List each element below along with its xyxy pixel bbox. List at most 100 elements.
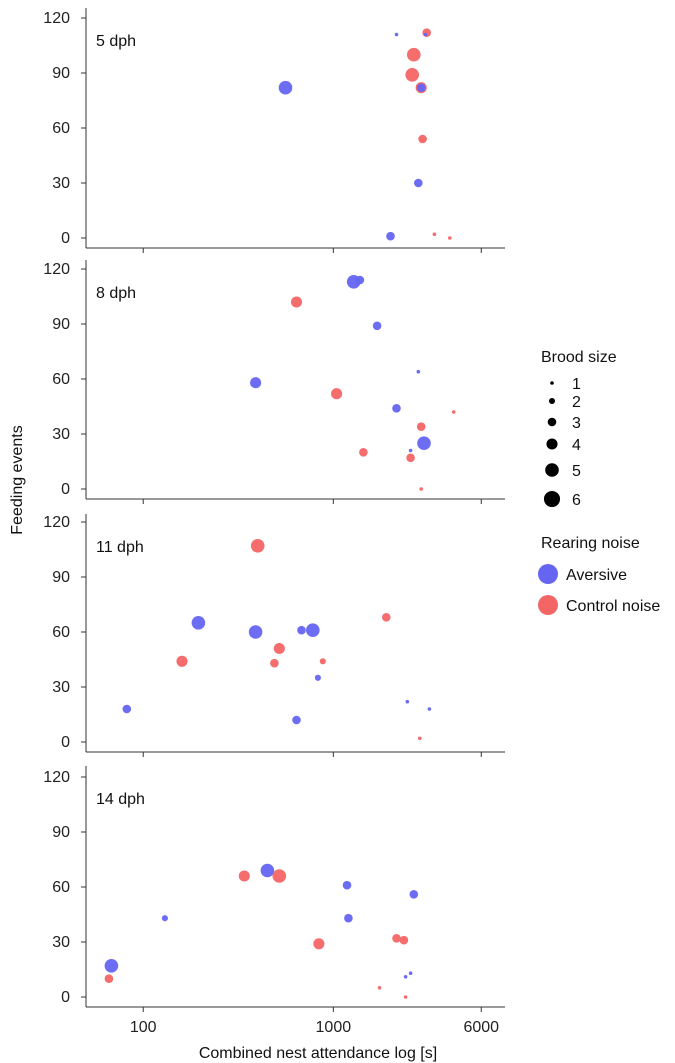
color-legend-dot: [538, 564, 558, 584]
data-point: [292, 715, 301, 725]
data-point: [416, 83, 426, 92]
size-legend-dot: [550, 381, 554, 385]
data-point: [392, 404, 401, 413]
data-point: [408, 448, 413, 453]
color-legend-items: Aversive Control noise: [538, 564, 660, 615]
y-tick-label: 30: [52, 934, 70, 951]
data-point: [104, 974, 114, 983]
size-legend-title: Brood size: [541, 349, 617, 366]
panel-label: 11 dph: [96, 539, 144, 556]
data-point: [359, 448, 368, 457]
data-point: [403, 975, 408, 979]
size-legend-dot: [548, 397, 556, 405]
data-point: [427, 707, 432, 711]
data-point: [405, 699, 410, 704]
y-tick-label: 60: [52, 624, 70, 641]
data-point: [414, 178, 423, 188]
data-point: [191, 616, 206, 630]
data-point: [419, 487, 424, 491]
data-point: [297, 625, 306, 635]
y-tick-label: 120: [43, 514, 70, 531]
data-point: [344, 913, 353, 923]
data-point: [260, 863, 275, 878]
data-point: [451, 410, 456, 414]
data-point: [355, 275, 365, 285]
y-tick-label: 0: [61, 230, 70, 247]
y-tick-label: 60: [52, 371, 70, 388]
size-legend-label: 6: [572, 492, 581, 509]
size-legend-label: 2: [572, 394, 581, 411]
y-tick-label: 60: [52, 879, 70, 896]
y-tick-label: 90: [52, 569, 70, 586]
data-point: [104, 959, 119, 973]
data-point: [403, 995, 408, 999]
x-tick-label: 100: [130, 1019, 157, 1036]
data-point: [448, 236, 452, 240]
color-legend: Rearing noise Aversive Control noise: [538, 535, 660, 615]
y-tick-label: 30: [52, 679, 70, 696]
data-point: [377, 986, 382, 990]
data-point: [416, 369, 421, 374]
y-tick-label: 30: [52, 175, 70, 192]
data-point: [122, 704, 132, 714]
size-legend-label: 5: [572, 463, 581, 480]
color-legend-title: Rearing noise: [541, 535, 640, 552]
data-point: [342, 880, 352, 890]
size-legend-label: 1: [572, 376, 581, 393]
data-point: [273, 642, 285, 655]
data-point: [406, 453, 415, 463]
size-legend-dot: [547, 417, 557, 427]
size-legend-dot: [545, 463, 559, 477]
data-point: [408, 971, 413, 975]
data-point: [394, 32, 399, 37]
y-tick-label: 90: [52, 316, 70, 333]
y-tick-label: 90: [52, 824, 70, 841]
y-tick-label: 120: [43, 769, 70, 786]
y-tick-label: 60: [52, 120, 70, 137]
data-point: [382, 613, 391, 622]
size-legend-items: 12 3 4 5 6: [543, 376, 581, 509]
data-point: [423, 32, 428, 37]
data-point: [250, 539, 265, 553]
data-point: [386, 231, 395, 241]
data-point: [331, 388, 343, 400]
data-point: [314, 674, 321, 681]
panel-label: 8 dph: [96, 285, 136, 302]
x-axis-title: Combined nest attendance log [s]: [199, 1045, 437, 1062]
data-point: [319, 658, 326, 665]
data-point: [405, 68, 420, 82]
data-point: [432, 232, 437, 237]
size-legend-label: 3: [572, 415, 581, 432]
data-point: [270, 658, 279, 668]
data-point: [250, 377, 262, 389]
x-tick-label: 1000: [316, 1019, 352, 1036]
data-point: [238, 870, 250, 882]
panel-label: 14 dph: [96, 791, 145, 808]
data-point: [313, 938, 325, 950]
data-point: [418, 134, 427, 144]
y-tick-label: 120: [43, 261, 70, 278]
data-point: [399, 935, 409, 945]
size-legend-label: 4: [572, 437, 581, 454]
color-legend-dot: [538, 595, 558, 615]
x-tick-label: 6000: [463, 1019, 499, 1036]
data-point: [278, 80, 293, 95]
panel-2: 0 30 60 90 120 8 dph: [43, 260, 505, 504]
data-point: [176, 655, 188, 667]
size-legend-dot: [543, 490, 561, 508]
y-axis-title: Feeding events: [9, 425, 26, 534]
data-point: [272, 869, 287, 883]
panel-3: 0 30 60 90 120 11 dph: [43, 514, 505, 757]
panels-group: 0 30 60 90 120 5 dph 0 30 60 90 120 8 dph 0 30 60 90 120…: [43, 8, 505, 1036]
data-point: [417, 436, 431, 451]
y-tick-label: 0: [61, 989, 70, 1006]
color-legend-label: Control noise: [566, 598, 660, 615]
size-legend: Brood size 12 3 4 5 6: [541, 349, 617, 509]
data-point: [392, 934, 401, 943]
y-tick-label: 0: [61, 734, 70, 751]
data-point: [418, 736, 422, 741]
size-legend-dot: [546, 438, 558, 450]
data-point: [372, 321, 382, 331]
panel-1: 0 30 60 90 120 5 dph: [43, 8, 505, 253]
